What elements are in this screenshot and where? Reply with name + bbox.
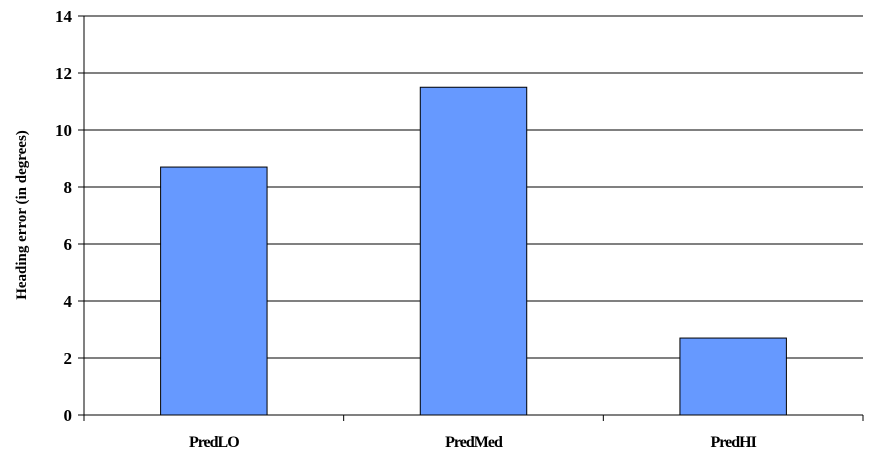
axes bbox=[78, 15, 864, 421]
y-tick-label: 12 bbox=[55, 64, 72, 83]
bar-PredHI bbox=[679, 337, 787, 416]
x-category-labels: PredLO PredMed PredHI bbox=[189, 434, 758, 451]
bars bbox=[160, 86, 787, 416]
x-category-label: PredLO bbox=[189, 434, 239, 451]
bar-PredMed bbox=[419, 86, 528, 416]
y-tick-labels: 0 2 4 6 8 10 12 14 bbox=[55, 7, 73, 425]
x-category-label: PredHI bbox=[711, 434, 757, 451]
y-tick-label: 10 bbox=[55, 121, 72, 140]
y-axis-label: Heading error (in degrees) bbox=[14, 130, 30, 300]
y-tick-label: 14 bbox=[55, 7, 73, 26]
y-tick-label: 6 bbox=[64, 235, 73, 254]
y-tick-label: 4 bbox=[64, 292, 73, 311]
y-tick-label: 2 bbox=[64, 349, 73, 368]
y-tick-label: 8 bbox=[64, 178, 73, 197]
x-category-label: PredMed bbox=[445, 434, 503, 451]
bar-PredLO bbox=[160, 166, 268, 416]
y-tick-label: 0 bbox=[64, 406, 73, 425]
